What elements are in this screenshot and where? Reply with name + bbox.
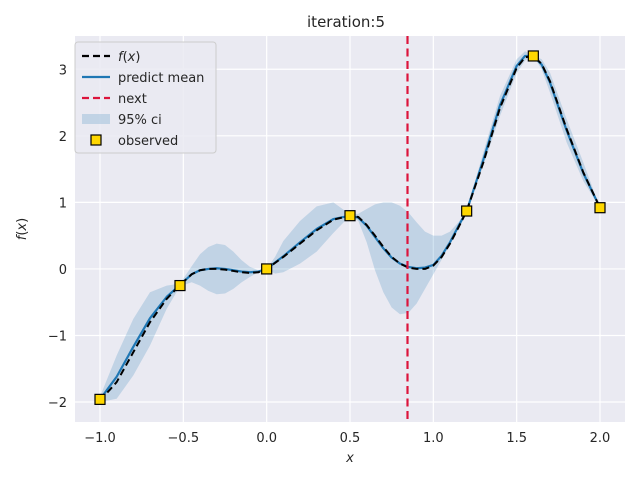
y-tick-label: 2 bbox=[59, 130, 67, 145]
legend-swatch bbox=[90, 134, 102, 146]
observed-point bbox=[94, 393, 106, 405]
legend-label: observed bbox=[118, 134, 178, 149]
legend-label: predict mean bbox=[118, 71, 204, 86]
grid bbox=[75, 36, 625, 422]
y-tick-label: −1 bbox=[48, 329, 67, 344]
x-tick-label: 1.5 bbox=[506, 431, 527, 446]
ticks: −1.0 −0.5 0.0 0.5 1.0 1.5 2.0 −2 −1 0 1 2 3 bbox=[48, 63, 611, 446]
observed-point bbox=[527, 50, 539, 62]
true-function-line bbox=[99, 54, 601, 402]
x-tick-label: −1.0 bbox=[84, 431, 116, 446]
legend-label: 95% ci bbox=[118, 113, 162, 128]
observed-point bbox=[261, 263, 273, 275]
y-tick-label: 3 bbox=[59, 63, 67, 78]
x-tick-label: −0.5 bbox=[168, 431, 200, 446]
chart-title: iteration:5 bbox=[307, 13, 385, 31]
observed-point bbox=[344, 210, 356, 222]
observed-point bbox=[594, 202, 606, 214]
x-tick-label: 1.0 bbox=[423, 431, 444, 446]
observed-point bbox=[174, 279, 186, 292]
x-tick-label: 0.5 bbox=[340, 431, 361, 446]
legend-label: f(x) bbox=[118, 50, 140, 65]
legend: f(x) predict mean next 95% ci observed bbox=[74, 41, 217, 154]
y-tick-label: 0 bbox=[59, 263, 67, 278]
y-axis-label: f(x) bbox=[15, 218, 30, 240]
legend-label: next bbox=[118, 92, 147, 107]
legend-box bbox=[74, 41, 217, 154]
x-tick-label: 0.0 bbox=[256, 431, 277, 446]
x-axis-label: x bbox=[345, 451, 354, 466]
observed-point bbox=[461, 205, 473, 217]
y-tick-label: −2 bbox=[48, 396, 67, 411]
y-tick-label: 1 bbox=[59, 196, 67, 211]
series-layer bbox=[94, 36, 606, 422]
x-tick-label: 2.0 bbox=[590, 431, 611, 446]
ci-band bbox=[100, 51, 600, 403]
legend-swatch bbox=[82, 114, 110, 124]
